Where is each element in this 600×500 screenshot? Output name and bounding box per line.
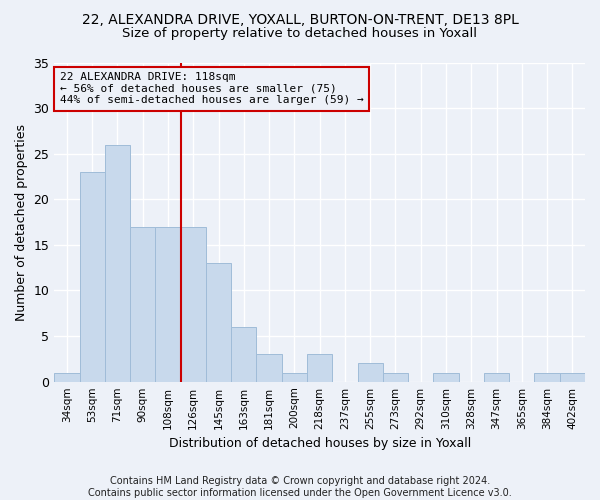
Bar — [231, 327, 256, 382]
X-axis label: Distribution of detached houses by size in Yoxall: Distribution of detached houses by size … — [169, 437, 471, 450]
Bar — [383, 372, 408, 382]
Bar — [256, 354, 282, 382]
Bar — [130, 226, 155, 382]
Bar — [358, 364, 383, 382]
Bar — [155, 226, 181, 382]
Text: 22 ALEXANDRA DRIVE: 118sqm
← 56% of detached houses are smaller (75)
44% of semi: 22 ALEXANDRA DRIVE: 118sqm ← 56% of deta… — [59, 72, 364, 106]
Text: Contains HM Land Registry data © Crown copyright and database right 2024.
Contai: Contains HM Land Registry data © Crown c… — [88, 476, 512, 498]
Text: 22, ALEXANDRA DRIVE, YOXALL, BURTON-ON-TRENT, DE13 8PL: 22, ALEXANDRA DRIVE, YOXALL, BURTON-ON-T… — [82, 12, 518, 26]
Text: Size of property relative to detached houses in Yoxall: Size of property relative to detached ho… — [122, 28, 478, 40]
Bar — [433, 372, 458, 382]
Bar — [560, 372, 585, 382]
Bar — [282, 372, 307, 382]
Bar — [105, 144, 130, 382]
Bar — [54, 372, 80, 382]
Bar — [206, 263, 231, 382]
Bar — [181, 226, 206, 382]
Bar — [484, 372, 509, 382]
Bar — [535, 372, 560, 382]
Bar — [307, 354, 332, 382]
Bar — [80, 172, 105, 382]
Y-axis label: Number of detached properties: Number of detached properties — [15, 124, 28, 320]
